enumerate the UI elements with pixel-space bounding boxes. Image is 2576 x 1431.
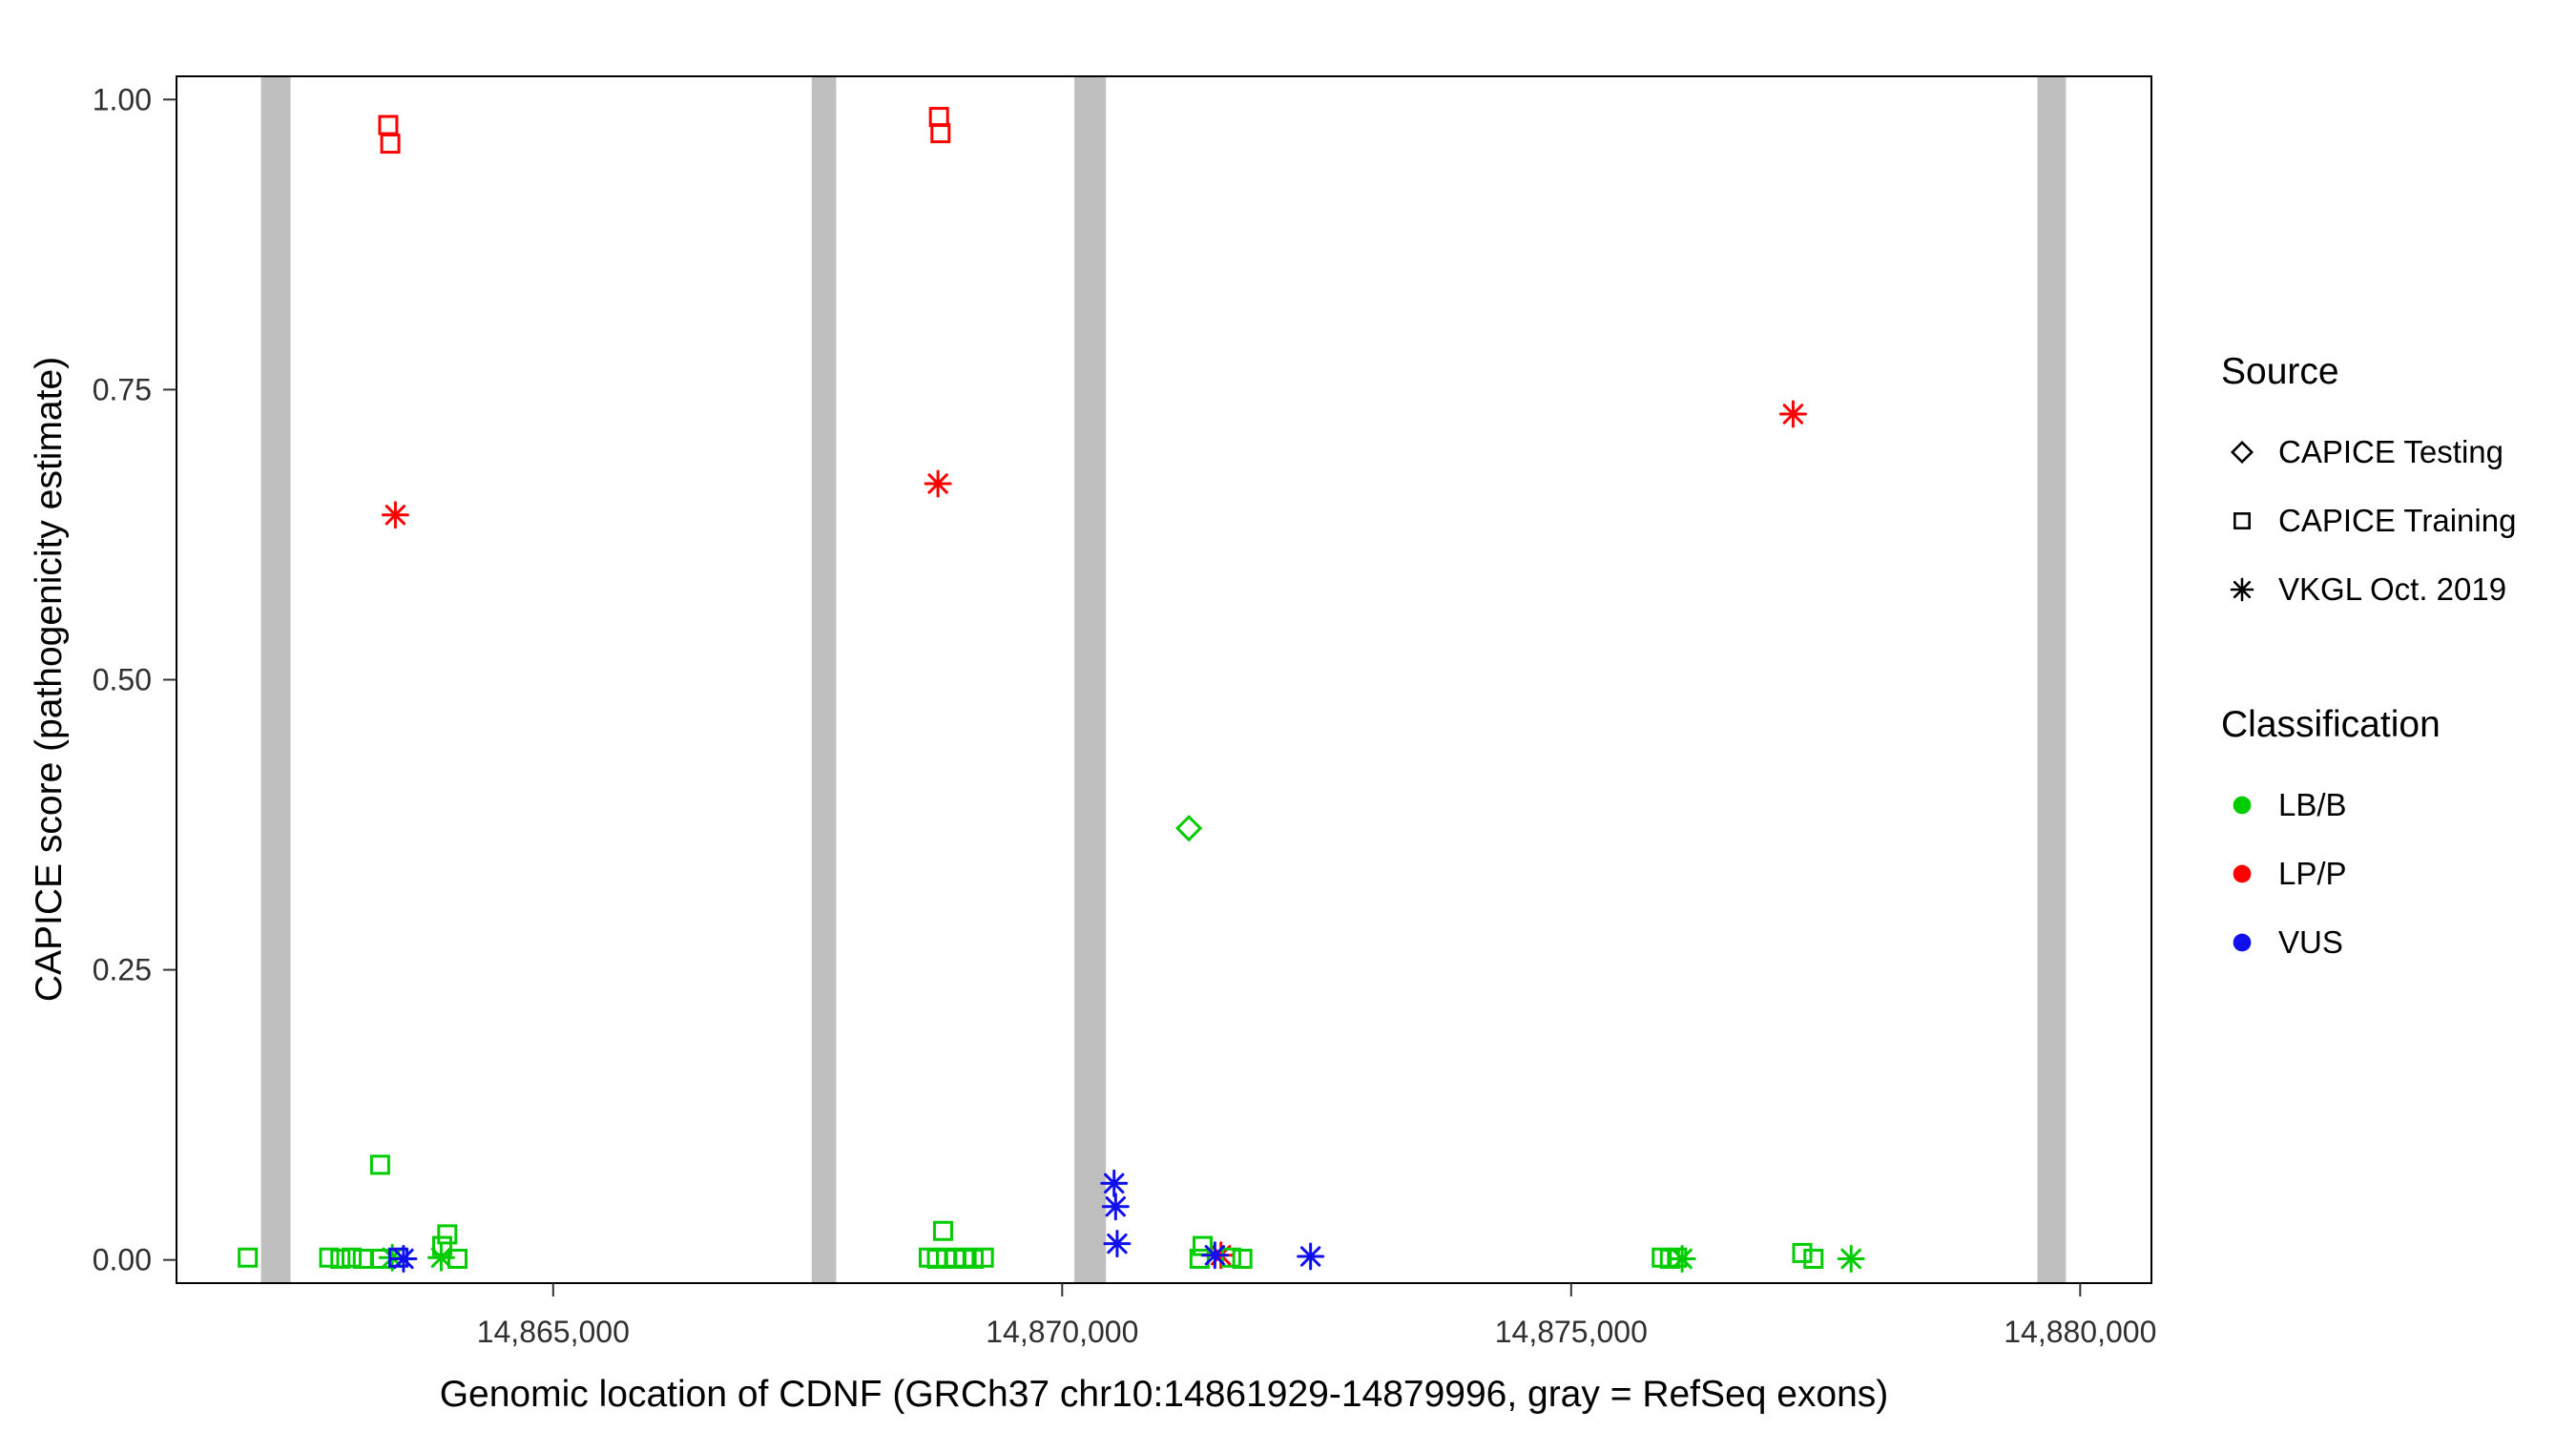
- legend-item-capice-training: CAPICE Training: [2221, 487, 2516, 555]
- dot-glyph: [2233, 796, 2252, 815]
- legend-item-label: LB/B: [2278, 787, 2347, 822]
- y-axis-title: CAPICE score (pathogenicity estimate): [29, 356, 70, 1003]
- y-tick-label: 1.00: [93, 82, 152, 116]
- diamond-icon: [2230, 440, 2254, 465]
- data-point: [930, 123, 951, 144]
- refseq-exon-bar: [2037, 76, 2067, 1283]
- lpp-color-dot-icon: [2233, 864, 2252, 883]
- data-point: [1297, 1242, 1325, 1271]
- data-point: [928, 107, 949, 128]
- x-axis-title: Genomic location of CDNF (GRCh37 chr10:1…: [439, 1374, 1889, 1415]
- square-icon: [2233, 512, 2251, 529]
- data-point: [1200, 1241, 1229, 1270]
- x-tick-label: 14,865,000: [477, 1315, 630, 1349]
- legend-section-classification: Classification LB/B LP/P VUS: [2221, 704, 2516, 977]
- data-point: [1668, 1244, 1696, 1273]
- data-point: [342, 1247, 363, 1268]
- data-point: [1792, 1242, 1813, 1263]
- diamond-glyph: [2230, 440, 2254, 465]
- refseq-exon-bar: [811, 76, 837, 1283]
- y-tick-label: 0.75: [93, 372, 152, 406]
- dot-glyph: [2233, 864, 2252, 883]
- dot-glyph: [2233, 933, 2252, 952]
- legend-item-lpp: LP/P: [2221, 840, 2516, 908]
- data-point: [330, 1248, 351, 1269]
- data-point: [437, 1224, 458, 1245]
- data-point: [1220, 1247, 1241, 1268]
- x-tick-label: 14,880,000: [2004, 1315, 2156, 1349]
- legend-item-vkgl-oct-2019: VKGL Oct. 2019: [2221, 555, 2516, 624]
- y-tick-label: 0.25: [93, 953, 152, 987]
- legend-item-capice-testing: CAPICE Testing: [2221, 418, 2516, 487]
- legend-source-title: Source: [2221, 351, 2339, 392]
- legend-item-vus: VUS: [2221, 908, 2516, 977]
- data-point: [1103, 1230, 1132, 1258]
- data-point: [381, 501, 409, 529]
- data-point: [389, 1244, 418, 1273]
- square-glyph: [2233, 512, 2251, 529]
- x-tick-label: 14,870,000: [986, 1315, 1138, 1349]
- data-point: [924, 469, 952, 498]
- data-point: [238, 1247, 259, 1268]
- legend-section-source: Source CAPICE Testing CAPICE Training VK…: [2221, 351, 2516, 624]
- legend-classification-title: Classification: [2221, 704, 2441, 745]
- data-point: [1778, 400, 1807, 428]
- refseq-exon-bar: [1074, 76, 1107, 1283]
- data-point: [1232, 1248, 1253, 1269]
- x-tick-label: 14,875,000: [1495, 1315, 1648, 1349]
- data-point: [973, 1247, 994, 1268]
- legend-item-label: CAPICE Training: [2278, 503, 2517, 538]
- data-point: [447, 1248, 467, 1269]
- y-tick-label: 0.00: [93, 1243, 152, 1277]
- data-point: [1100, 1169, 1129, 1197]
- lbb-color-dot-icon: [2233, 796, 2252, 815]
- data-point: [1803, 1248, 1824, 1269]
- legend-item-label: VKGL Oct. 2019: [2278, 571, 2507, 607]
- vus-color-dot-icon: [2233, 933, 2252, 952]
- legend-item-lbb: LB/B: [2221, 771, 2516, 840]
- plot-panel-border: [176, 75, 2152, 1284]
- legend-item-label: VUS: [2278, 924, 2343, 960]
- refseq-exon-bar: [260, 76, 291, 1283]
- data-point: [369, 1154, 390, 1175]
- asterisk-icon: [2230, 577, 2254, 602]
- y-tick-label: 0.50: [93, 663, 152, 697]
- data-point: [380, 134, 401, 155]
- data-point: [1101, 1192, 1130, 1221]
- data-point: [1837, 1244, 1865, 1273]
- legend-item-label: LP/P: [2278, 856, 2347, 891]
- legend-item-label: CAPICE Testing: [2278, 434, 2503, 469]
- data-point: [963, 1248, 984, 1269]
- data-point: [1189, 1248, 1210, 1269]
- data-point: [319, 1247, 340, 1268]
- data-point: [932, 1220, 953, 1241]
- legend: Source CAPICE Testing CAPICE Training VK…: [2221, 351, 2516, 977]
- data-point: [1175, 815, 1203, 842]
- asterisk-glyph: [2230, 577, 2254, 602]
- data-point: [378, 114, 399, 135]
